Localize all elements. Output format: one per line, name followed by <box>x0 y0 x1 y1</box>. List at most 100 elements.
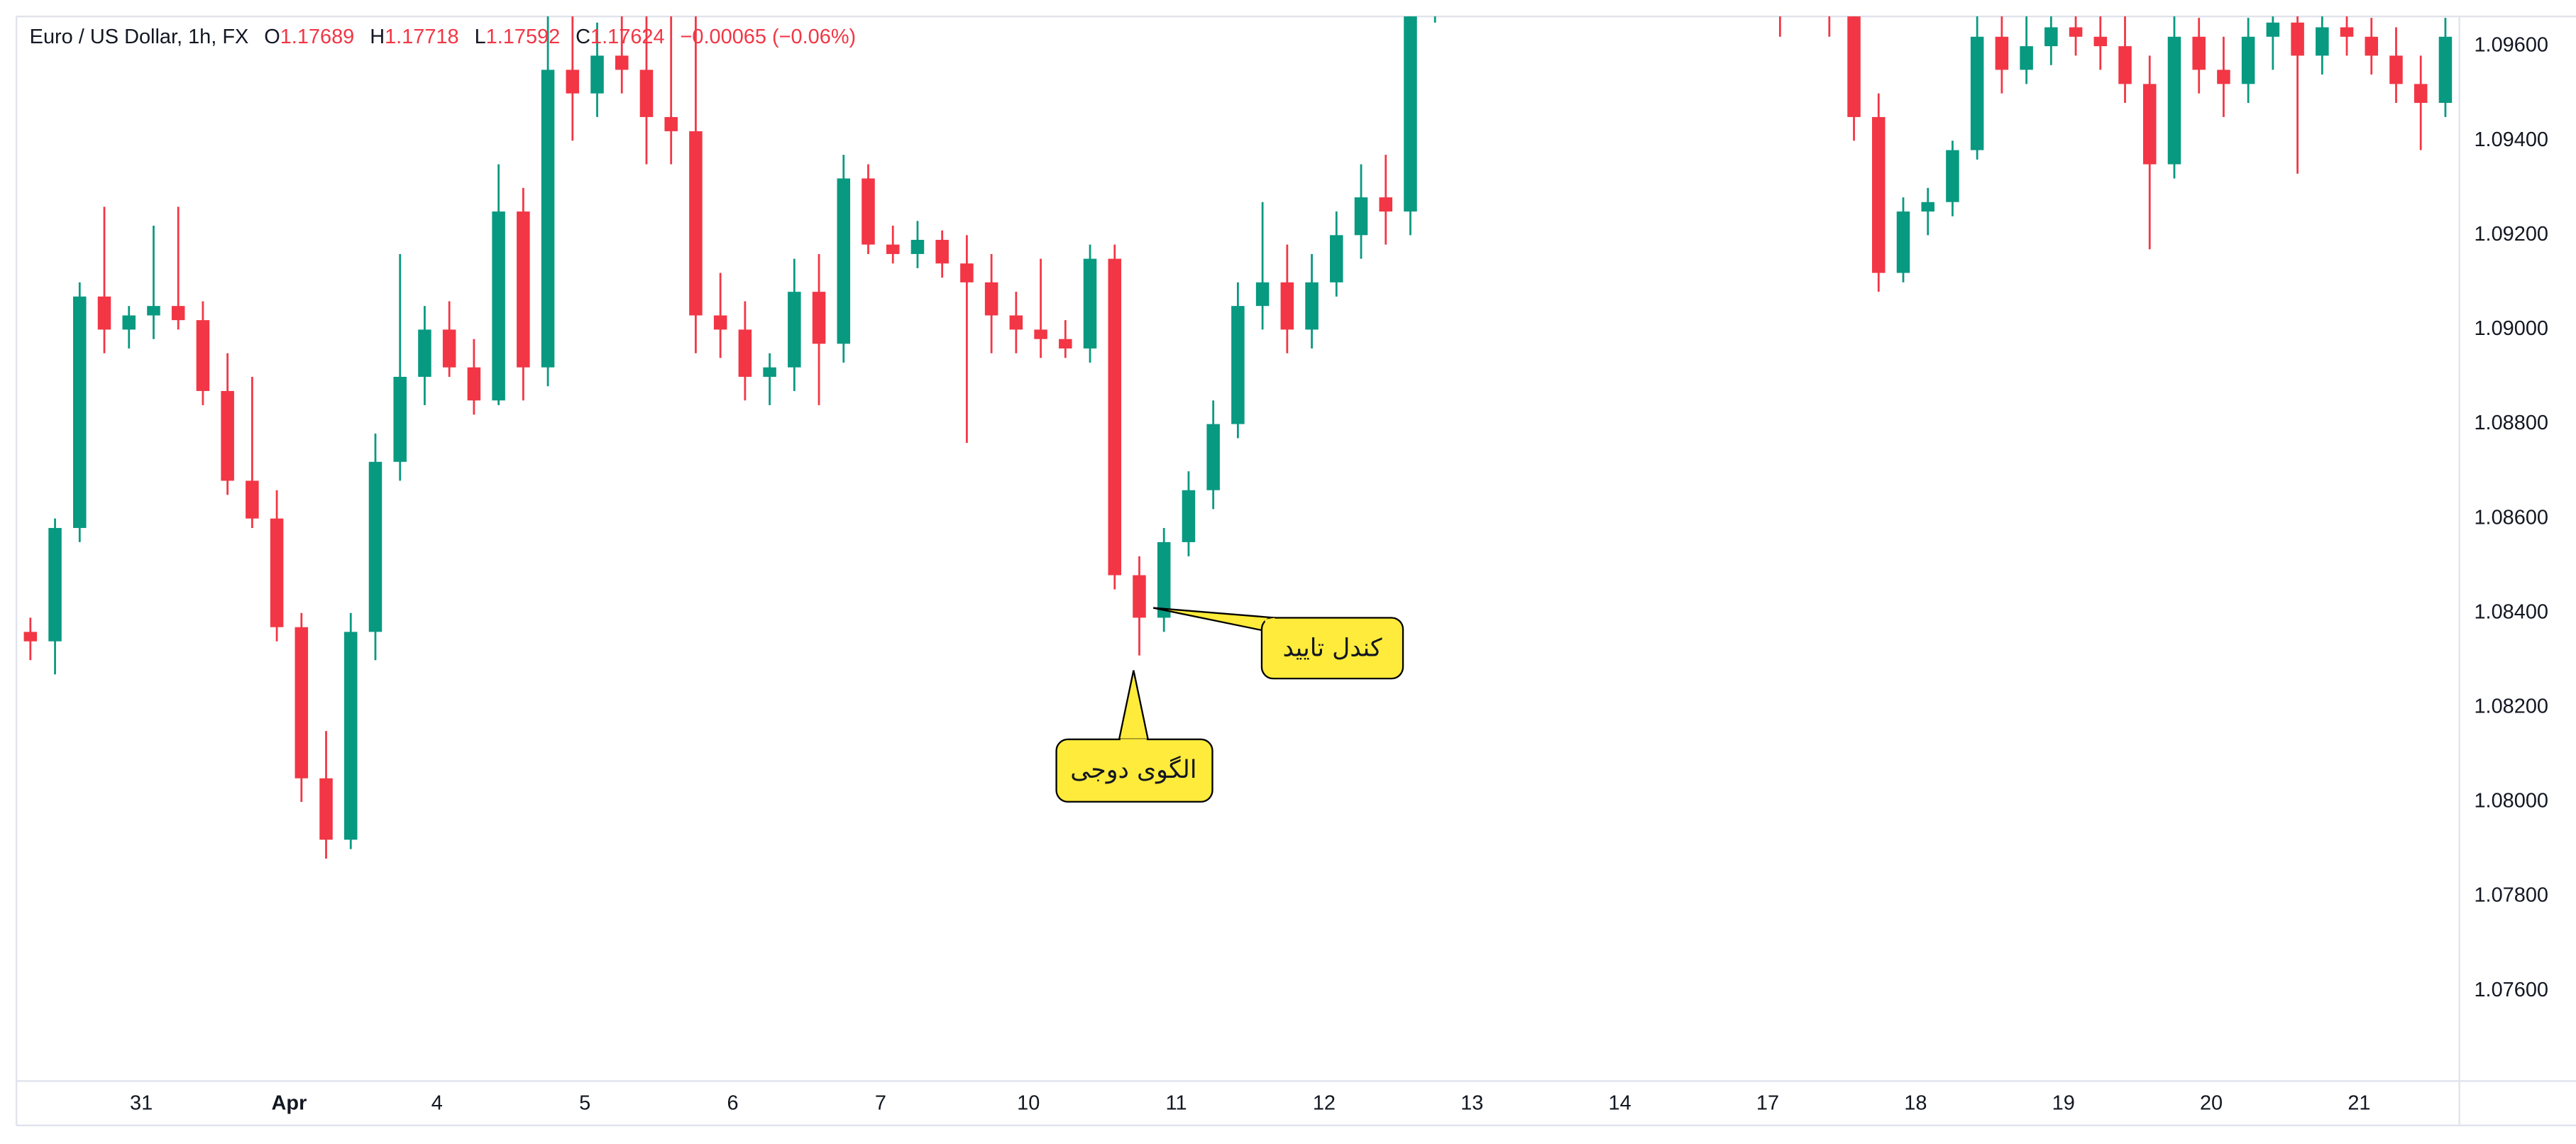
candle-body <box>467 367 481 401</box>
candle-body <box>1404 16 1417 212</box>
axes: 1.09600 1.09400 1.09200 1.09000 1.08800 1.086… <box>130 34 2548 1115</box>
candle-body <box>344 632 358 840</box>
candle-body <box>270 518 284 627</box>
candle-body <box>393 376 407 462</box>
ohlc-value: 1.17689 <box>280 26 355 48</box>
candle-body <box>2365 36 2379 56</box>
candle-body <box>1872 116 1886 273</box>
y-tick-label: 1.08200 <box>2474 695 2548 718</box>
candle-body <box>319 778 333 840</box>
x-tick-label: 31 <box>130 1091 153 1114</box>
x-tick-label: 12 <box>1313 1091 1336 1114</box>
candle-body <box>48 527 62 642</box>
candle-body <box>2192 36 2206 70</box>
callout-label: الگوی دوجی <box>1070 755 1196 784</box>
candle-body <box>295 627 309 779</box>
candle-body <box>2020 46 2033 70</box>
candle-body <box>2316 27 2329 56</box>
callout-confirm: کندل تایید <box>1152 607 1404 680</box>
y-tick-label: 1.08000 <box>2474 790 2548 813</box>
ohlc-value: 1.17718 <box>385 26 459 48</box>
candle-body <box>1157 541 1171 618</box>
candle-body <box>1379 197 1393 212</box>
ohlc-label: H <box>370 26 385 48</box>
candle-body <box>1255 282 1270 307</box>
y-tick-label: 1.07800 <box>2474 884 2548 907</box>
x-tick-label: 11 <box>1166 1091 1187 1114</box>
candle-body <box>147 306 160 316</box>
candle-body <box>1970 36 1984 150</box>
candle-body <box>763 367 776 377</box>
candle-body <box>1133 575 1146 618</box>
candle-body <box>1231 306 1245 424</box>
candle-body <box>2389 55 2403 84</box>
candle-body <box>1330 235 1343 282</box>
symbol: Euro / US Dollar, 1h, FX <box>30 26 249 48</box>
candle-body <box>1083 258 1097 349</box>
candle-body <box>2291 22 2304 56</box>
x-tick-label: 7 <box>875 1091 886 1114</box>
candle-body <box>1206 424 1220 490</box>
x-tick-label: 14 <box>1609 1091 1631 1114</box>
candle-body <box>2413 84 2428 103</box>
x-tick-label: 13 <box>1460 1091 1483 1114</box>
candle-body <box>1009 315 1023 330</box>
x-tick-label: 21 <box>2347 1091 2370 1114</box>
x-tick-label: 4 <box>431 1091 443 1114</box>
candle-body <box>2340 27 2354 37</box>
candle-body <box>122 315 136 330</box>
candle-body <box>1995 36 2009 70</box>
y-tick-label: 1.09200 <box>2474 223 2548 246</box>
candle-body <box>2118 46 2132 84</box>
candle-body <box>960 263 974 282</box>
candle-body <box>541 70 555 368</box>
candle-body <box>1059 339 1072 349</box>
candle-body <box>2167 36 2181 165</box>
candle-body <box>2217 70 2230 84</box>
candle-body <box>2142 84 2157 165</box>
candle-body <box>788 292 801 368</box>
y-tick-label: 1.09600 <box>2474 34 2548 57</box>
candle-body <box>1280 282 1294 330</box>
candle-body <box>1354 197 1368 236</box>
candle-body <box>221 390 234 481</box>
candle-body <box>1108 258 1122 576</box>
y-tick-label: 1.09000 <box>2474 317 2548 340</box>
candle-body <box>246 480 259 519</box>
candle-body <box>442 329 456 368</box>
candle-body <box>713 315 727 330</box>
ohlc-value: 1.17592 <box>486 26 561 48</box>
candle-body <box>862 178 875 245</box>
callout-join <box>1265 617 1275 623</box>
candle-body <box>1896 211 1910 273</box>
candle-body <box>1847 16 1861 117</box>
candle-body <box>1305 282 1319 330</box>
y-tick-label: 1.09400 <box>2474 128 2548 151</box>
candles <box>23 16 2453 859</box>
candle-body <box>812 292 826 344</box>
ohlc-value: 1.17624 <box>590 26 665 48</box>
candle-body <box>639 70 654 117</box>
callout-label: کندل تایید <box>1282 634 1382 662</box>
ohlc-label: O <box>264 26 280 48</box>
candle-body <box>664 116 678 131</box>
x-tick-label: 6 <box>727 1091 738 1114</box>
candle-body <box>984 282 998 316</box>
candle-body <box>2438 36 2453 103</box>
x-tick-label: 5 <box>579 1091 590 1114</box>
candle-body <box>368 461 382 632</box>
candle-body <box>837 178 851 344</box>
candle-body <box>2044 27 2058 47</box>
candle-body <box>2266 22 2280 37</box>
y-tick-label: 1.07600 <box>2474 979 2548 1001</box>
candle-body <box>492 211 505 401</box>
candle-body <box>2093 36 2108 47</box>
symbol-legend: Euro / US Dollar, 1h, FX O1.17689 H1.177… <box>30 26 857 48</box>
candle-body <box>97 296 111 330</box>
candle-body <box>517 211 530 368</box>
y-tick-label: 1.08600 <box>2474 506 2548 529</box>
candle-body <box>2069 27 2083 37</box>
candle-body <box>910 239 925 254</box>
